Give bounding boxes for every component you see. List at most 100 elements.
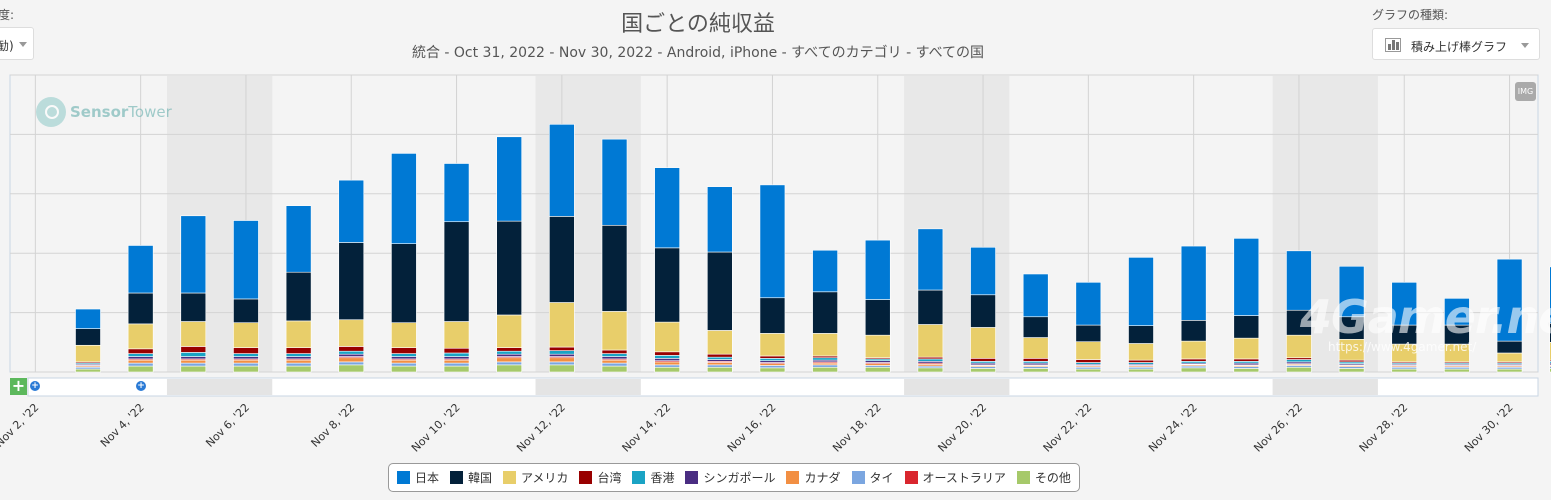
bar-segment[interactable] [1233,337,1260,360]
bar-segment[interactable] [759,358,786,362]
bar-segment[interactable] [549,346,575,351]
bar-segment[interactable] [233,362,259,367]
plus-circle-icon[interactable]: + [136,381,146,391]
bar-segment[interactable] [1075,368,1102,373]
bar-segment[interactable] [812,333,838,357]
bar-segment[interactable] [1444,368,1470,373]
legend-item[interactable]: オーストラリア [904,469,1006,486]
bar-segment[interactable] [285,359,312,364]
legend-item[interactable]: 香港 [632,469,674,486]
bar-segment[interactable] [812,364,838,368]
bar-segment[interactable] [180,359,207,364]
bar-segment[interactable] [496,364,523,373]
bar-segment[interactable] [391,362,417,367]
bar-segment[interactable] [127,348,154,354]
bar-segment[interactable] [180,292,207,322]
bar-segment[interactable] [706,186,733,253]
bar-segment[interactable] [706,353,733,358]
bar-segment[interactable] [391,365,417,373]
bar-segment[interactable] [233,359,259,364]
legend-item[interactable]: 韓国 [450,469,492,486]
bar-segment[interactable] [1180,340,1207,360]
bar-segment[interactable] [233,322,259,348]
bar-segment[interactable] [759,184,786,299]
legend-item[interactable]: アメリカ [503,469,568,486]
bar-segment[interactable] [601,365,628,373]
bar-segment[interactable] [654,364,680,368]
bar-segment[interactable] [127,245,154,294]
bar-segment[interactable] [549,357,575,363]
bar-segment[interactable] [1549,366,1551,369]
legend-item[interactable]: タイ [851,469,894,486]
bar-segment[interactable] [706,356,733,360]
bar-segment[interactable] [970,358,996,362]
bar-segment[interactable] [338,179,365,243]
bar-segment[interactable] [601,356,628,360]
bar-segment[interactable] [338,364,365,373]
bar-segment[interactable] [706,364,733,368]
bar-segment[interactable] [970,246,996,296]
bar-segment[interactable] [285,320,312,348]
bar-segment[interactable] [1233,358,1260,362]
bar-segment[interactable] [864,366,891,373]
bar-segment[interactable] [759,333,786,357]
bar-segment[interactable] [1128,359,1154,363]
bar-segment[interactable] [601,138,628,226]
bar-segment[interactable] [917,324,944,358]
bar-segment[interactable] [338,350,365,355]
bar-segment[interactable] [1496,352,1523,363]
bar-segment[interactable] [970,327,996,359]
bar-segment[interactable] [1549,368,1551,373]
bar-segment[interactable] [1180,367,1207,373]
bar-segment[interactable] [549,350,575,355]
bar-segment[interactable] [654,355,680,359]
bar-segment[interactable] [654,358,680,362]
date-granularity-select[interactable]: 勧) [0,27,34,60]
bar-segment[interactable] [285,365,312,373]
bar-segment[interactable] [233,356,259,360]
bar-segment[interactable] [1180,245,1207,321]
bar-segment[interactable] [759,297,786,334]
bar-segment[interactable] [706,362,733,366]
bar-segment[interactable] [338,361,365,366]
bar-segment[interactable] [496,361,523,366]
bar-segment[interactable] [180,321,207,347]
bar-segment[interactable] [391,356,417,360]
bar-segment[interactable] [1549,266,1551,324]
bar-segment[interactable] [812,366,838,373]
bar-segment[interactable] [654,366,680,373]
bar-segment[interactable] [443,321,470,349]
bar-segment[interactable] [1180,358,1207,362]
bar-segment[interactable] [1286,309,1312,336]
bar-segment[interactable] [233,298,259,323]
bar-segment[interactable] [338,353,365,357]
bar-segment[interactable] [1549,361,1551,364]
bar-segment[interactable] [812,249,838,293]
bar-segment[interactable] [127,365,154,373]
legend-item[interactable]: 日本 [397,469,439,486]
bar-segment[interactable] [338,357,365,363]
bar-segment[interactable] [1338,265,1365,318]
bar-segment[interactable] [601,224,628,312]
bar-segment[interactable] [443,352,470,357]
bar-segment[interactable] [1022,337,1049,359]
bar-segment[interactable] [127,353,154,357]
export-image-button[interactable]: IMG [1515,82,1536,101]
bar-segment[interactable] [654,361,680,366]
legend-item[interactable]: シンガポール [685,469,775,486]
bar-segment[interactable] [706,330,733,355]
bar-segment[interactable] [285,205,312,273]
bar-segment[interactable] [285,353,312,357]
bar-segment[interactable] [233,365,259,373]
bar-segment[interactable] [864,299,891,336]
bar-segment[interactable] [233,353,259,357]
bar-segment[interactable] [759,365,786,369]
bar-segment[interactable] [285,271,312,322]
bar-segment[interactable] [1075,282,1102,326]
bar-segment[interactable] [1233,238,1260,316]
bar-segment[interactable] [917,289,944,325]
bar-segment[interactable] [180,215,207,294]
bar-segment[interactable] [654,167,680,249]
add-range-button[interactable]: + [10,376,27,395]
bar-segment[interactable] [1022,368,1049,373]
